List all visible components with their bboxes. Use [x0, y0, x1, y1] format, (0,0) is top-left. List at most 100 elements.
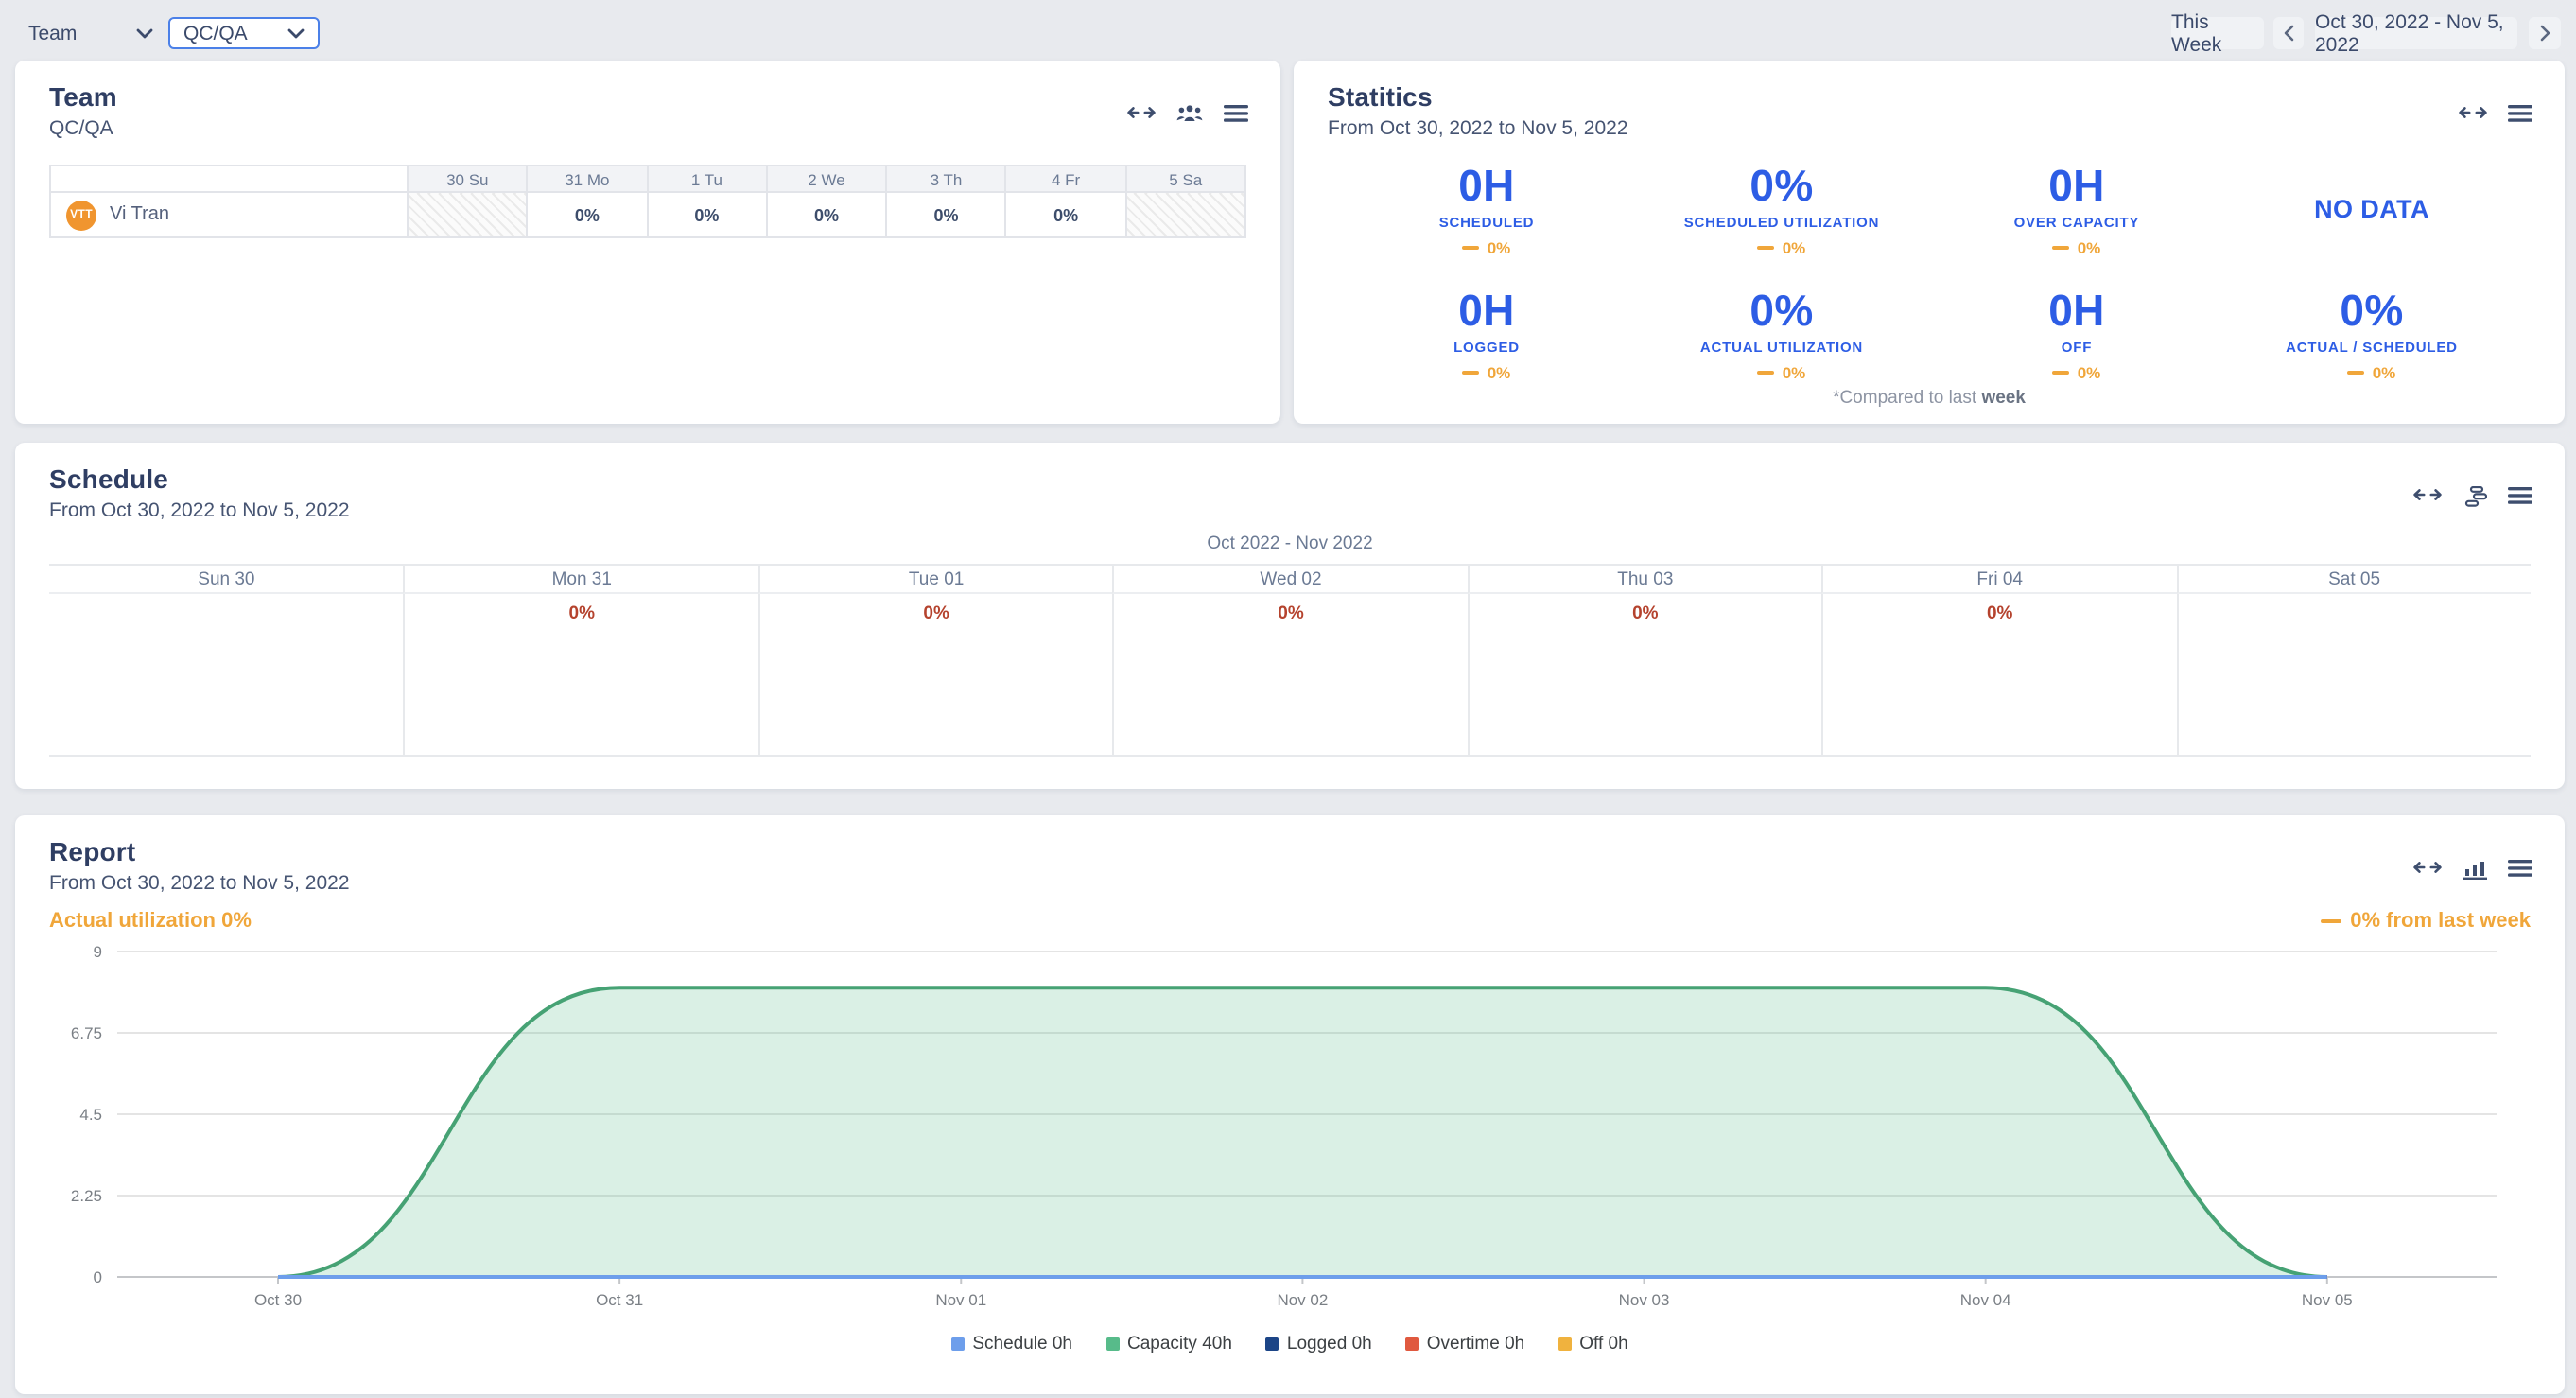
schedule-day-cell [2176, 594, 2531, 755]
svg-text:0: 0 [94, 1268, 102, 1286]
menu-icon[interactable] [2508, 859, 2532, 878]
top-toolbar: Team QC/QA This Week Oct 30, 2022 - Nov … [0, 0, 2576, 61]
legend-swatch-icon [951, 1337, 966, 1351]
legend-swatch-icon [1106, 1337, 1120, 1351]
svg-text:Oct 31: Oct 31 [596, 1291, 643, 1309]
legend-swatch-icon [1405, 1337, 1419, 1351]
schedule-day-cell: 0% [1821, 594, 2176, 755]
svg-text:Nov 02: Nov 02 [1277, 1291, 1328, 1309]
legend-label: Off 0h [1579, 1334, 1628, 1354]
prev-week-button[interactable] [2273, 17, 2304, 49]
svg-text:Nov 03: Nov 03 [1619, 1291, 1670, 1309]
svg-text:4.5: 4.5 [79, 1106, 102, 1124]
day-cell: 0% [646, 191, 768, 238]
schedule-day-cell: 0% [757, 594, 1113, 755]
svg-text:Nov 04: Nov 04 [1960, 1291, 2011, 1309]
chart-legend: Schedule 0h Capacity 40h Logged 0h Overtime… [15, 1334, 2565, 1354]
day-column-header: 2 We [765, 165, 888, 193]
day-cell: 0% [765, 191, 888, 238]
report-panel: Report From Oct 30, 2022 to Nov 5, 2022 … [15, 815, 2565, 1394]
team-member-row[interactable]: VTT Vi Tran 0% 0% 0% 0% 0% [49, 191, 1247, 238]
report-chart: 0 2.25 4.5 6.75 9 Oct 30 Oct 31 Nov 01 Nov 02 Nov… [71, 943, 2497, 1309]
menu-icon[interactable] [2508, 104, 2532, 123]
svg-text:6.75: 6.75 [71, 1024, 102, 1042]
stat-logged: 0H LOGGED 0% [1453, 286, 1520, 382]
svg-text:Nov 05: Nov 05 [2302, 1291, 2353, 1309]
svg-text:2.25: 2.25 [71, 1187, 102, 1205]
legend-item: Overtime 0h [1405, 1334, 1525, 1354]
utilization-chart: 0 2.25 4.5 6.75 9 Oct 30 Oct 31 Nov 01 Nov 02 Nov… [15, 936, 2565, 1354]
legend-item: Capacity 40h [1106, 1334, 1232, 1354]
group-by-select-value: Team [28, 22, 78, 44]
day-column-header: 4 Fr [1004, 165, 1127, 193]
date-range-button[interactable]: Oct 30, 2022 - Nov 5, 2022 [2315, 10, 2517, 56]
month-range-label: Oct 2022 - Nov 2022 [1207, 533, 1373, 554]
expand-horizontal-icon[interactable] [2413, 860, 2442, 877]
schedule-day-header: Mon 31 [403, 566, 758, 594]
day-cell: 0% [1004, 191, 1127, 238]
next-week-button[interactable] [2529, 17, 2561, 49]
menu-icon[interactable] [1224, 104, 1248, 123]
bar-chart-icon[interactable] [2463, 858, 2487, 879]
this-week-button[interactable]: This Week [2171, 10, 2264, 56]
day-cell: 0% [885, 191, 1007, 238]
legend-item: Off 0h [1558, 1334, 1628, 1354]
member-column-header [49, 165, 409, 193]
schedule-day-header: Thu 03 [1467, 566, 1822, 594]
avatar: VTT [66, 200, 96, 230]
schedule-panel: Schedule From Oct 30, 2022 to Nov 5, 202… [15, 443, 2565, 789]
chevron-down-icon [136, 27, 153, 38]
chevron-right-icon [2539, 25, 2550, 42]
stat-off: 0H OFF 0% [2048, 286, 2105, 382]
team-select-value: QC/QA [183, 22, 248, 44]
day-column-header: 30 Su [406, 165, 529, 193]
schedule-grid: Sun 30 Mon 31 Tue 01 Wed 02 Thu 03 Fri 0… [49, 564, 2531, 757]
utilization-delta-label: 0% from last week [2320, 910, 2531, 933]
schedule-day-cell: 0% [403, 594, 758, 755]
statistics-grid: 0H SCHEDULED 0% 0% SCHEDULED UTILIZATION… [1339, 161, 2519, 382]
menu-icon[interactable] [2508, 486, 2532, 505]
report-panel-subtitle: From Oct 30, 2022 to Nov 5, 2022 [49, 872, 350, 895]
day-column-header: 1 Tu [646, 165, 768, 193]
expand-horizontal-icon[interactable] [1127, 105, 1156, 122]
chevron-left-icon [2284, 25, 2294, 42]
legend-label: Overtime 0h [1426, 1334, 1525, 1354]
flat-trend-icon [2052, 246, 2070, 250]
report-panel-title: Report [49, 836, 136, 866]
flat-trend-icon [2320, 918, 2341, 924]
schedule-day-cell: 0% [1467, 594, 1821, 755]
stat-over-capacity: 0H OVER CAPACITY 0% [2013, 161, 2140, 257]
day-column-header: 3 Th [885, 165, 1007, 193]
expand-horizontal-icon[interactable] [2459, 105, 2487, 122]
day-column-header: 5 Sa [1124, 165, 1247, 193]
stat-actual-scheduled: 0% ACTUAL / SCHEDULED 0% [2286, 286, 2458, 382]
schedule-day-header: Fri 04 [1821, 566, 2177, 594]
team-panel-subtitle: QC/QA [49, 117, 113, 140]
stat-actual-utilization: 0% ACTUAL UTILIZATION 0% [1699, 286, 1864, 382]
schedule-day-header: Sun 30 [49, 566, 404, 594]
schedule-panel-title: Schedule [49, 463, 169, 494]
expand-horizontal-icon[interactable] [2413, 487, 2442, 504]
team-select[interactable]: QC/QA [168, 17, 320, 49]
flat-trend-icon [1757, 371, 1775, 375]
team-table-header-row: 30 Su 31 Mo 1 Tu 2 We 3 Th 4 Fr 5 Sa [49, 165, 1247, 193]
statistics-panel-subtitle: From Oct 30, 2022 to Nov 5, 2022 [1328, 117, 1628, 140]
schedule-day-header: Sat 05 [2176, 566, 2531, 594]
actual-utilization-label: Actual utilization 0% [49, 910, 252, 933]
flat-trend-icon [2052, 371, 2070, 375]
svg-text:9: 9 [94, 943, 102, 961]
team-members-icon[interactable] [1176, 104, 1203, 123]
day-cell-weekend [1124, 191, 1247, 238]
legend-swatch-icon [1265, 1337, 1279, 1351]
stat-scheduled: 0H SCHEDULED 0% [1438, 161, 1535, 257]
team-panel: Team QC/QA 30 Su 31 Mo 1 Tu [15, 61, 1280, 424]
schedule-day-header: Tue 01 [757, 566, 1113, 594]
stat-scheduled-utilization: 0% SCHEDULED UTILIZATION 0% [1683, 161, 1880, 257]
flat-trend-icon [2347, 371, 2365, 375]
flat-trend-icon [1462, 246, 1480, 250]
stat-no-data: NO DATA [2314, 195, 2429, 223]
gantt-view-icon[interactable] [2463, 485, 2487, 506]
svg-text:Nov 01: Nov 01 [935, 1291, 986, 1309]
group-by-select[interactable]: Team [15, 17, 166, 49]
